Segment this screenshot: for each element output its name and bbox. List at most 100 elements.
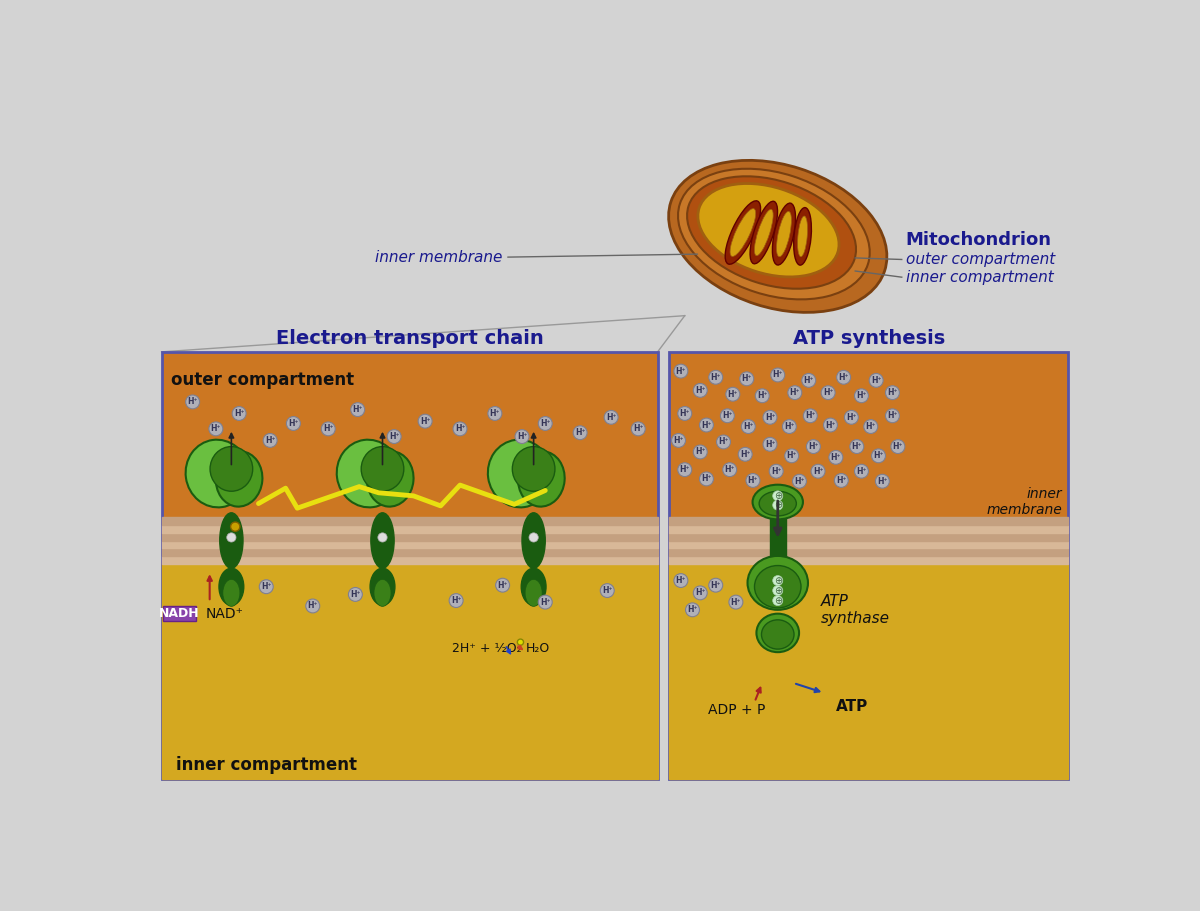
Ellipse shape [773,203,796,265]
Circle shape [785,449,799,463]
Ellipse shape [773,491,782,501]
Bar [670,352,1068,779]
Circle shape [845,410,858,425]
Ellipse shape [668,160,887,312]
Bar [670,540,1068,548]
Text: NAD⁺: NAD⁺ [206,607,244,620]
Text: H⁺: H⁺ [701,475,712,484]
Text: H⁺: H⁺ [722,411,733,420]
Circle shape [232,406,246,420]
Ellipse shape [529,533,539,542]
Circle shape [755,389,769,403]
Bar [670,548,1068,556]
Bar [162,525,658,533]
Bar [162,352,658,779]
Bar [670,556,1068,564]
Text: Electron transport chain: Electron transport chain [276,329,544,348]
Circle shape [694,445,707,459]
Bar [162,533,658,540]
Circle shape [672,434,685,447]
Text: H⁺: H⁺ [830,453,841,462]
Ellipse shape [772,185,870,303]
Circle shape [726,387,739,401]
Circle shape [742,420,755,434]
Circle shape [709,371,722,384]
Text: H⁺: H⁺ [540,598,551,607]
Circle shape [306,599,319,613]
Text: inner compartment: inner compartment [906,270,1054,284]
Text: ⊕: ⊕ [774,491,782,501]
Text: H⁺: H⁺ [865,422,876,431]
Text: H⁺: H⁺ [307,601,318,610]
Ellipse shape [769,186,856,294]
Bar [670,533,1068,540]
Circle shape [739,372,754,385]
Circle shape [322,422,335,435]
Ellipse shape [752,485,803,519]
Circle shape [488,406,502,420]
Text: H⁺: H⁺ [719,437,728,446]
Circle shape [348,588,362,601]
Ellipse shape [750,201,778,264]
Text: H⁺: H⁺ [887,411,898,420]
Text: H⁺: H⁺ [353,405,362,415]
Text: ⊕: ⊕ [774,500,782,510]
Circle shape [678,463,691,476]
Ellipse shape [370,568,395,605]
Text: H⁺: H⁺ [725,466,734,475]
Ellipse shape [367,451,414,507]
Text: H⁺: H⁺ [852,442,862,451]
Bar [162,564,658,779]
Circle shape [287,416,300,430]
Text: 2H⁺ + ½O₂: 2H⁺ + ½O₂ [452,642,522,655]
Text: H⁺: H⁺ [695,589,706,598]
Text: H⁺: H⁺ [455,425,466,434]
Circle shape [864,420,877,434]
Bar [670,564,1068,779]
Ellipse shape [756,614,799,652]
Text: H⁺: H⁺ [740,450,750,459]
Circle shape [876,475,889,488]
Text: H⁺: H⁺ [676,576,686,585]
Text: H⁺: H⁺ [804,376,814,384]
Text: H⁺: H⁺ [770,466,781,476]
Text: H⁺: H⁺ [764,440,775,449]
Text: H⁺: H⁺ [808,442,818,451]
Text: ATP: ATP [836,699,868,713]
Circle shape [350,403,365,416]
Circle shape [869,374,883,387]
Ellipse shape [773,596,782,606]
Text: H⁺: H⁺ [727,390,738,399]
Ellipse shape [760,491,797,516]
Circle shape [821,385,835,400]
Text: H⁺: H⁺ [857,466,866,476]
Text: H⁺: H⁺ [673,436,684,445]
Circle shape [886,385,900,400]
Bar [770,514,786,564]
Circle shape [792,475,806,488]
Text: H⁺: H⁺ [887,388,898,397]
Text: H⁺: H⁺ [451,596,461,605]
Text: Mitochondrion: Mitochondrion [906,231,1051,250]
Ellipse shape [186,440,250,507]
Circle shape [539,595,552,609]
Bar [162,540,658,548]
Text: H⁺: H⁺ [857,391,866,400]
Ellipse shape [521,568,546,605]
Text: inner
membrane: inner membrane [986,486,1062,517]
Circle shape [263,434,277,447]
Ellipse shape [793,208,811,265]
Text: H⁺: H⁺ [265,436,275,445]
Circle shape [802,374,816,387]
Text: H⁺: H⁺ [676,366,686,375]
Text: ATP
synthase: ATP synthase [821,594,889,626]
Text: ⊕: ⊕ [774,596,782,606]
Ellipse shape [522,513,545,568]
Text: inner membrane: inner membrane [376,250,503,265]
Circle shape [678,406,691,420]
Circle shape [770,368,785,382]
Text: H⁺: H⁺ [679,409,690,418]
Circle shape [746,474,760,487]
Circle shape [496,578,510,592]
Text: H⁺: H⁺ [871,376,882,384]
